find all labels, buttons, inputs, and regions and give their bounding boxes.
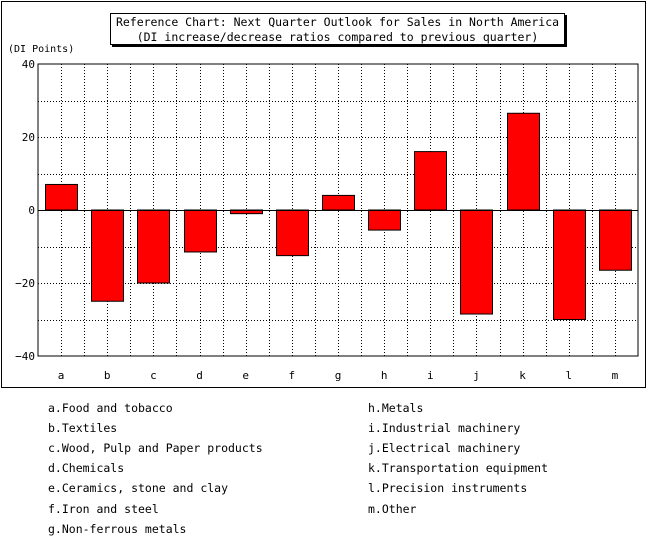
x-tick-label: e — [242, 369, 249, 382]
y-tick-label: 20 — [22, 131, 35, 144]
y-tick-label: 40 — [22, 58, 35, 71]
y-tick-label: −20 — [15, 277, 35, 290]
bar-f — [276, 209, 309, 257]
bar-c — [137, 209, 170, 284]
bar-g — [322, 194, 355, 211]
legend-item: b.Textiles — [48, 421, 118, 435]
legend-item: k.Transportation equipment — [368, 461, 549, 475]
legend-item: f.Iron and steel — [48, 502, 159, 516]
x-tick-label: m — [612, 369, 619, 382]
bar-l — [553, 209, 586, 320]
bar-b — [91, 209, 124, 302]
x-tick-label: f — [289, 369, 296, 382]
x-tick-label: c — [150, 369, 157, 382]
plot-area-border — [37, 63, 639, 357]
category-legend: a.Food and tobacco b.Textiles c.Wood, Pu… — [0, 396, 649, 542]
bar-h — [368, 209, 401, 231]
bar-j — [460, 209, 493, 315]
legend-item: l.Precision instruments — [368, 481, 528, 495]
y-tick-label: −40 — [15, 350, 35, 363]
legend-item: m.Other — [368, 502, 417, 516]
x-tick-label: h — [381, 369, 388, 382]
bar-d — [184, 209, 217, 253]
x-tick-label: g — [335, 369, 342, 382]
bar-m — [599, 209, 632, 271]
chart-title: Reference Chart: Next Quarter Outlook fo… — [115, 15, 560, 29]
y-tick-label: 0 — [28, 204, 35, 217]
legend-item: j.Electrical machinery — [368, 441, 521, 455]
chart-title-box: Reference Chart: Next Quarter Outlook fo… — [110, 13, 565, 45]
x-tick-label: i — [427, 369, 434, 382]
legend-item: g.Non-ferrous metals — [48, 522, 187, 536]
bar-k — [507, 112, 540, 211]
legend-item: a.Food and tobacco — [48, 401, 173, 415]
bar-chart: (DI Points) 40 20 0 −20 −40 a b c d e f g h i j k l m — [8, 44, 639, 382]
x-tick-label: j — [473, 369, 480, 382]
legend-item: i.Industrial machinery — [368, 421, 521, 435]
x-tick-label: l — [565, 369, 572, 382]
x-tick-label: d — [196, 369, 203, 382]
x-tick-label: a — [58, 369, 65, 382]
y-axis-label: (DI Points) — [8, 44, 74, 55]
x-tick-label: b — [104, 369, 111, 382]
bar-a — [45, 183, 78, 211]
bar-i — [414, 151, 447, 211]
legend-item: e.Ceramics, stone and clay — [48, 481, 229, 495]
legend-item: h.Metals — [368, 401, 424, 415]
legend-item: d.Chemicals — [48, 461, 125, 475]
x-tick-label: k — [519, 369, 526, 382]
chart-subtitle: (DI increase/decrease ratios compared to… — [136, 30, 539, 44]
legend-item: c.Wood, Pulp and Paper products — [48, 441, 263, 455]
